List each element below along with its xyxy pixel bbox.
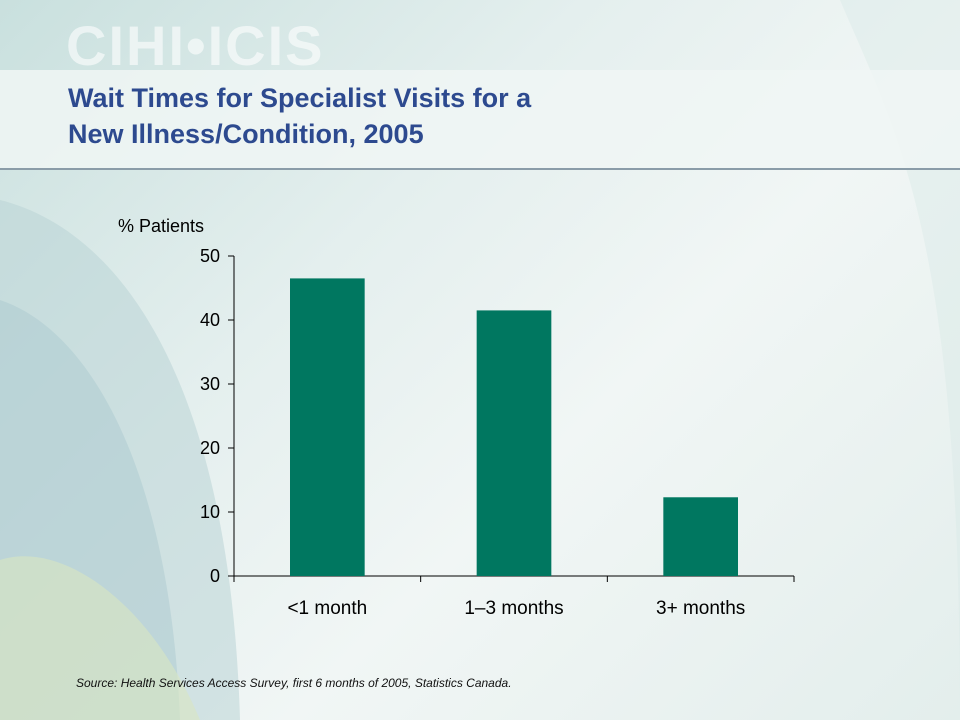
slide-title: Wait Times for Specialist Visits for a N… (68, 80, 888, 152)
y-tick-label: 40 (200, 310, 220, 330)
title-band (0, 70, 960, 170)
x-category-label: 3+ months (656, 598, 745, 619)
y-tick-label: 50 (200, 246, 220, 266)
bar (663, 497, 738, 576)
bar (290, 278, 365, 576)
title-line-2: New Illness/Condition, 2005 (68, 119, 424, 149)
y-tick-label: 20 (200, 438, 220, 458)
y-tick-label: 30 (200, 374, 220, 394)
title-line-1: Wait Times for Specialist Visits for a (68, 83, 532, 113)
x-category-label: <1 month (287, 598, 367, 619)
x-category-label: 1–3 months (464, 598, 563, 619)
y-tick-label: 10 (200, 502, 220, 522)
source-note: Source: Health Services Access Survey, f… (76, 676, 512, 690)
cihi-logo: CIHI•ICIS (66, 14, 325, 77)
bar (476, 310, 552, 576)
y-tick-label: 0 (210, 566, 220, 586)
y-axis-label: % Patients (118, 216, 204, 236)
